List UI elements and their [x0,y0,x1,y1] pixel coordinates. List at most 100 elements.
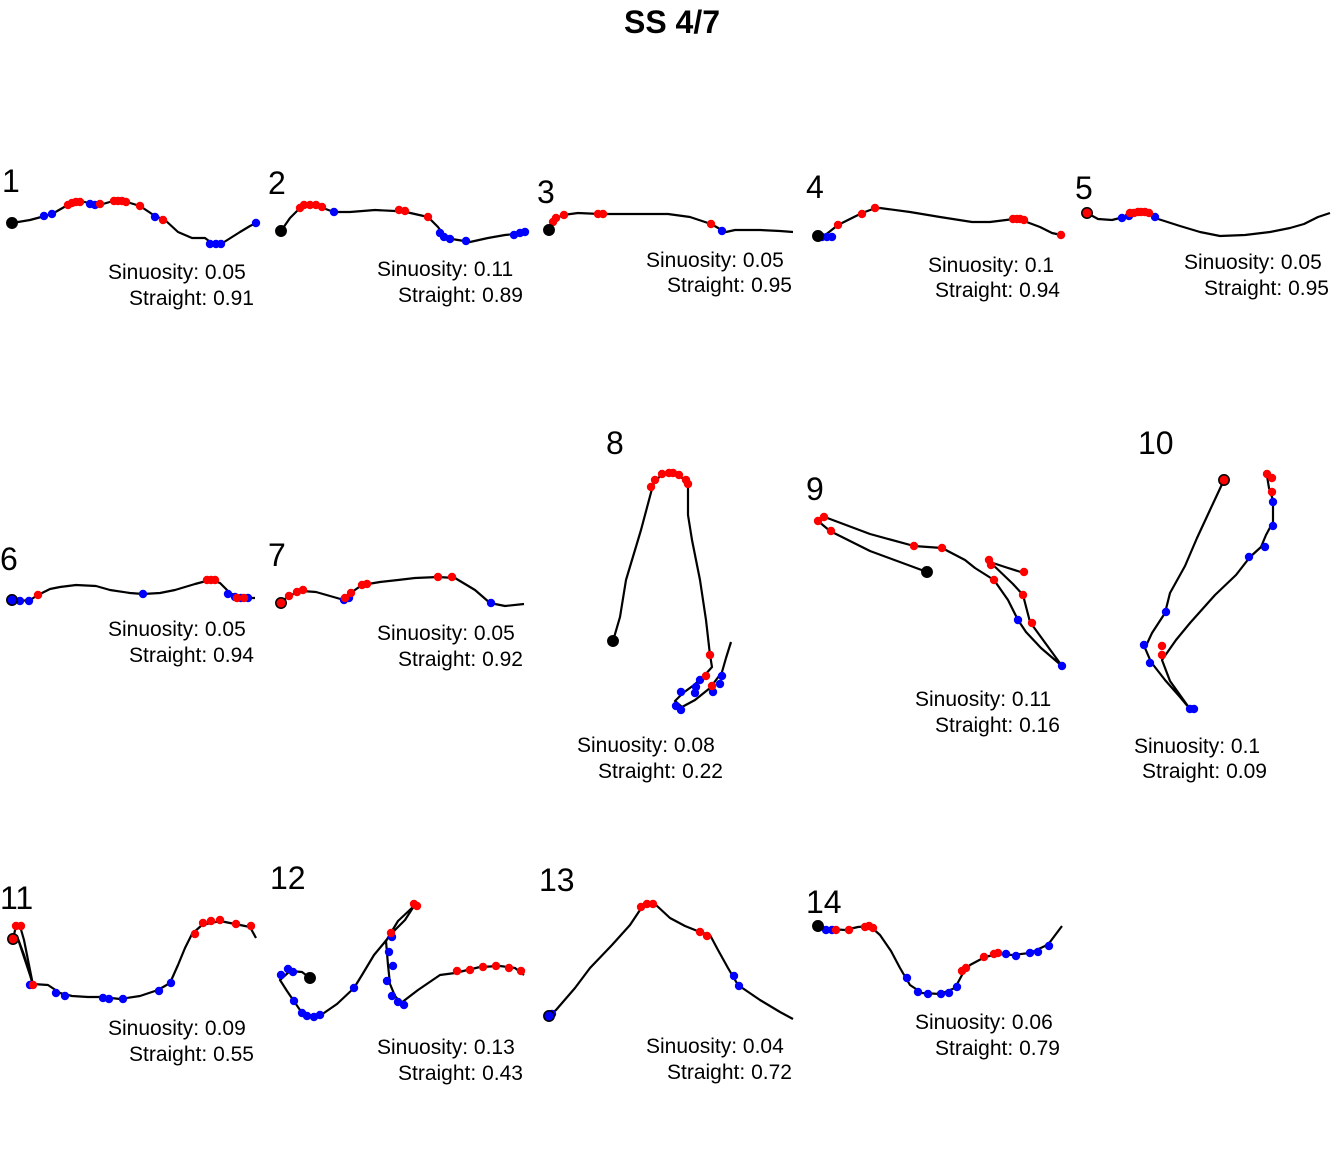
trajectory-panel-4 [812,203,1066,242]
straightness-prefix: Straight: [1204,277,1283,300]
straightness-prefix: Straight: [129,644,208,667]
red-point [993,948,1003,958]
red-point [702,931,712,941]
straightness-value: 0.89 [482,284,523,307]
sinuosity-prefix: Sinuosity: [1184,251,1276,274]
blue-point [445,234,455,244]
red-point [674,470,684,480]
blue-point [387,991,397,1001]
panel-number: 4 [806,169,824,205]
red-point [819,512,829,522]
blue-point [205,239,215,249]
straightness-prefix: Straight: [129,1043,208,1066]
start-point [6,217,18,229]
straightness-value: 0.43 [482,1062,523,1085]
red-point [239,593,249,603]
red-point [246,921,256,931]
red-point [190,929,200,939]
red-point [135,201,145,211]
blue-point [349,983,359,993]
trajectory-line [816,514,1064,668]
straightness-value: 0.09 [1226,760,1267,783]
start-point [812,230,824,242]
straightness-value: 0.79 [1019,1037,1060,1060]
sinuosity-value: 0.09 [204,1017,246,1040]
red-point [909,541,919,551]
trajectory-panel-3 [543,209,794,236]
start-point [304,972,316,984]
start-point [7,933,19,945]
red-point [705,650,715,660]
panel-number: 12 [270,860,306,896]
start-point [543,1010,555,1022]
red-point [844,925,854,935]
red-point [1027,618,1037,628]
red-point [210,575,220,585]
blue-point [60,991,70,1001]
blue-point [902,973,912,983]
blue-point [520,227,530,237]
red-point [95,199,105,209]
red-point [650,475,660,485]
start-point [607,635,619,647]
sinuosity-prefix: Sinuosity: [915,688,1007,711]
blue-point [827,232,837,242]
straightness-label: Straight: 0.94 [129,645,254,666]
sinuosity-value: 0.05 [473,622,515,645]
red-point [646,482,656,492]
blue-point [715,679,725,689]
red-point [232,593,242,603]
sinuosity-prefix: Sinuosity: [646,249,738,272]
red-point [478,962,488,972]
blue-point [138,589,148,599]
sinuosity-value: 0.1 [1230,735,1261,758]
blue-point [676,687,686,697]
red-point [423,212,433,222]
red-point [158,215,168,225]
red-point [706,219,716,229]
trajectory-panel-5 [1081,207,1331,238]
blue-point [15,596,25,606]
blue-point [1033,947,1043,957]
panel-number: 1 [2,163,20,199]
blue-point [695,675,705,685]
trajectory-panel-2 [275,200,530,246]
sinuosity-prefix: Sinuosity: [915,1011,1007,1034]
sinuosity-prefix: Sinuosity: [108,1017,200,1040]
red-point [305,200,315,210]
sinuosity-prefix: Sinuosity: [377,622,469,645]
red-point [833,220,843,230]
panel-number: 8 [606,425,624,461]
trajectory-panel-1 [6,196,261,249]
straightness-label: Straight: 0.95 [667,275,792,296]
straightness-value: 0.95 [1288,277,1329,300]
panel-number: 10 [1138,425,1174,461]
red-point [870,203,880,213]
red-point [346,588,356,598]
trajectory-panel-10 [1139,469,1278,714]
straightness-label: Straight: 0.16 [935,715,1060,736]
blue-point [251,218,261,228]
red-point [412,901,422,911]
panel-number: 7 [268,537,286,573]
sinuosity-value: 0.11 [1011,688,1052,711]
blue-point [302,1011,312,1021]
red-point [1056,230,1066,240]
trajectory-line [11,919,257,1001]
straightness-value: 0.22 [682,760,723,783]
red-point [1267,487,1277,497]
blue-point [913,987,923,997]
straightness-label: Straight: 0.22 [598,761,723,782]
red-point [1144,208,1154,218]
blue-point [1150,212,1160,222]
red-point [317,202,327,212]
blue-point [734,981,744,991]
straightness-prefix: Straight: [935,1037,1014,1060]
straightness-value: 0.91 [213,287,254,310]
blue-point [1189,704,1199,714]
blue-point [289,996,299,1006]
straightness-prefix: Straight: [398,284,477,307]
red-point [298,585,308,595]
start-point [921,566,933,578]
